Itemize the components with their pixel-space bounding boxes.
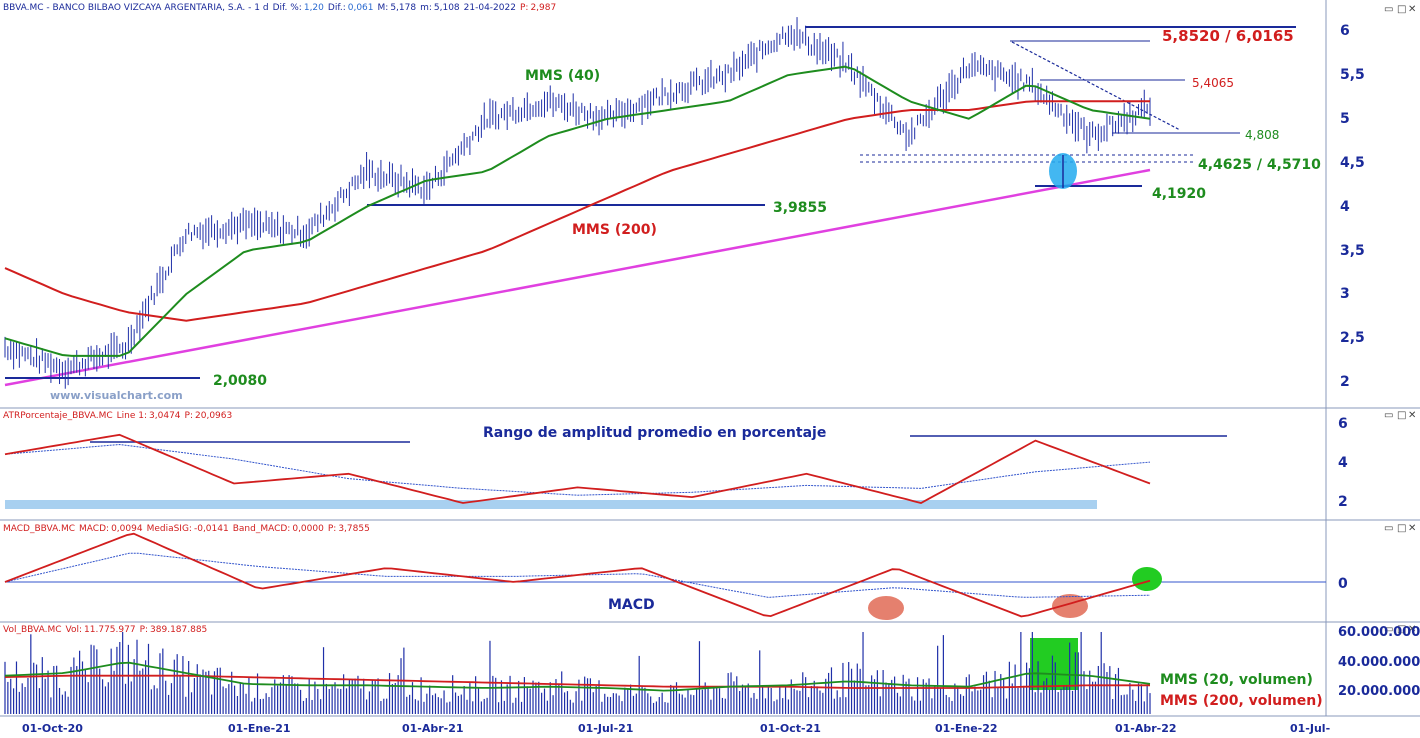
downtrend-line xyxy=(1011,41,1181,131)
minimize-button[interactable]: ▭ xyxy=(1384,523,1393,534)
atr-y-tick: 6 xyxy=(1338,416,1348,432)
restore-button[interactable]: □ xyxy=(1397,410,1406,421)
price-y-tick: 5 xyxy=(1340,111,1350,127)
price-y-tick: 3,5 xyxy=(1340,243,1365,259)
price-bars xyxy=(4,17,1151,389)
atr-y-tick: 4 xyxy=(1338,455,1348,471)
price-window-buttons: ▭ □ ✕ xyxy=(1384,4,1416,15)
close-icon[interactable]: ✕ xyxy=(1408,4,1416,15)
level-label-high: 5,8520 / 6,0165 xyxy=(1162,27,1294,45)
close-icon[interactable]: ✕ xyxy=(1408,410,1416,421)
x-tick: 01-Abr-22 xyxy=(1115,722,1177,735)
price-y-tick: 5,5 xyxy=(1340,67,1365,83)
close-icon[interactable]: ✕ xyxy=(1408,624,1416,635)
minimize-button[interactable]: ▭ xyxy=(1384,410,1393,421)
price-y-axis: 6 5,5 5 4,5 4 3,5 3 2,5 2 xyxy=(1340,23,1365,390)
macd-line xyxy=(4,532,1151,618)
volume-y-axis: 60.000.000 40.000.000 20.000.000 xyxy=(1338,625,1420,699)
volume-legend-mms200: MMS (200, volumen) xyxy=(1160,693,1323,709)
restore-button[interactable]: □ xyxy=(1397,523,1406,534)
price-y-tick: 4 xyxy=(1340,199,1350,215)
trendline-support xyxy=(4,168,1151,387)
x-tick: 01-Abr-21 xyxy=(402,722,464,735)
macd-header: MACD_BBVA.MC MACD: 0,0094 MediaSIG: -0,0141 B… xyxy=(3,524,370,534)
price-y-tick: 3 xyxy=(1340,286,1350,302)
x-tick: 01-Ene-22 xyxy=(935,722,998,735)
macd-low-circle-2 xyxy=(1052,594,1088,618)
atr-title: Rango de amplitud promedio en porcentaje xyxy=(483,425,826,441)
macd-y-tick: 0 xyxy=(1338,576,1348,592)
atr-line xyxy=(4,433,1151,504)
atr-low-band xyxy=(5,500,1097,509)
atr-header: ATRPorcentaje_BBVA.MC Line 1: 3,0474 P: 20,0… xyxy=(3,411,232,421)
price-y-tick: 4,5 xyxy=(1340,155,1365,171)
price-y-tick: 6 xyxy=(1340,23,1350,39)
price-header: BBVA.MC - BANCO BILBAO VIZCAYA ARGENTARI… xyxy=(3,3,556,13)
level-label-54065: 5,4065 xyxy=(1192,76,1234,90)
volume-y-tick: 60.000.000 xyxy=(1338,625,1420,640)
macd-pane: MACD_BBVA.MC MACD: 0,0094 MediaSIG: -0,0141 B… xyxy=(3,523,1416,620)
macd-title: MACD xyxy=(608,597,655,613)
minimize-button[interactable]: ▭ xyxy=(1384,624,1393,635)
level-label-39855: 3,9855 xyxy=(773,200,827,216)
mms200-line xyxy=(4,100,1150,322)
atr-y-axis: 6 4 2 xyxy=(1338,416,1348,510)
close-icon[interactable]: ✕ xyxy=(1408,523,1416,534)
macd-window-buttons: ▭ □ ✕ xyxy=(1384,523,1416,534)
mms40-line xyxy=(4,65,1151,357)
level-lines xyxy=(5,26,1296,379)
level-label-4808: 4,808 xyxy=(1245,128,1279,142)
volume-bars xyxy=(4,632,1151,714)
volume-mms20-line xyxy=(4,661,1151,692)
atr-window-buttons: ▭ □ ✕ xyxy=(1384,410,1416,421)
level-label-band: 4,4625 / 4,5710 xyxy=(1198,157,1321,173)
volume-spike-highlight xyxy=(1030,638,1078,690)
price-pane: BBVA.MC - BANCO BILBAO VIZCAYA ARGENTARI… xyxy=(3,3,1416,402)
mms200-label: MMS (200) xyxy=(572,222,657,238)
atr-y-tick: 2 xyxy=(1338,494,1348,510)
volume-mms200-line xyxy=(4,674,1150,689)
atr-pane: ATRPorcentaje_BBVA.MC Line 1: 3,0474 P: 20,0… xyxy=(3,410,1416,510)
volume-legend-mms20: MMS (20, volumen) xyxy=(1160,672,1313,688)
restore-button[interactable]: □ xyxy=(1397,624,1406,635)
x-axis: 01-Oct-20 01-Ene-21 01-Abr-21 01-Jul-21 … xyxy=(22,722,1330,735)
minimize-button[interactable]: ▭ xyxy=(1384,4,1393,15)
x-tick: 01-Jul-21 xyxy=(578,722,633,735)
volume-y-tick: 40.000.000 xyxy=(1338,655,1420,670)
level-label-20080: 2,0080 xyxy=(213,373,267,389)
level-label-41920: 4,1920 xyxy=(1152,186,1206,202)
x-tick: 01-Ene-21 xyxy=(228,722,291,735)
volume-y-tick: 20.000.000 xyxy=(1338,684,1420,699)
price-y-tick: 2 xyxy=(1340,374,1350,390)
price-y-tick: 2,5 xyxy=(1340,330,1365,346)
x-tick: 01-Jul- xyxy=(1290,722,1330,735)
volume-header: Vol_BBVA.MC Vol: 11.775.977 P: 389.187.885 xyxy=(3,625,207,635)
x-tick: 01-Oct-20 xyxy=(22,722,83,735)
volume-window-buttons: ▭ □ ✕ xyxy=(1384,624,1416,635)
macd-low-circle-1 xyxy=(868,596,904,620)
restore-button[interactable]: □ xyxy=(1397,4,1406,15)
x-tick: 01-Oct-21 xyxy=(760,722,821,735)
watermark: www.visualchart.com xyxy=(50,389,183,402)
mms40-label: MMS (40) xyxy=(525,68,600,84)
macd-cross-circle xyxy=(1132,567,1162,591)
volume-pane: Vol_BBVA.MC Vol: 11.775.977 P: 389.187.885 ▭… xyxy=(3,624,1420,714)
